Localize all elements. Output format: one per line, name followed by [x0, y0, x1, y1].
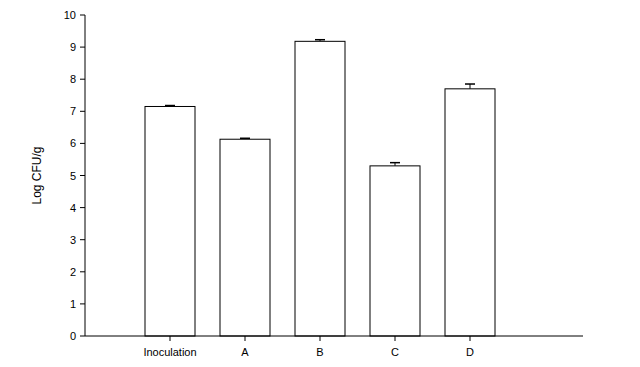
bar	[445, 89, 495, 336]
y-tick-label: 2	[70, 266, 76, 278]
y-tick	[80, 111, 85, 112]
y-tick	[80, 79, 85, 80]
y-tick-label: 5	[70, 170, 76, 182]
y-tick	[80, 175, 85, 176]
y-tick-label: 9	[70, 41, 76, 53]
x-tick-label: C	[391, 346, 399, 358]
error-cap	[465, 83, 475, 85]
x-tick	[320, 336, 321, 341]
x-axis	[85, 336, 583, 337]
y-tick	[80, 271, 85, 272]
bar	[145, 106, 195, 336]
bar	[220, 139, 270, 336]
y-tick	[80, 15, 85, 16]
y-tick-label: 1	[70, 298, 76, 310]
x-tick-label: Inoculation	[143, 346, 196, 358]
y-tick	[80, 47, 85, 48]
y-tick-label: 7	[70, 105, 76, 117]
error-bar	[465, 84, 475, 89]
bar	[370, 166, 420, 336]
y-tick	[80, 143, 85, 144]
x-tick	[470, 336, 471, 341]
error-cap	[315, 39, 325, 41]
x-tick	[395, 336, 396, 341]
x-tick	[245, 336, 246, 341]
y-tick	[80, 336, 85, 337]
x-tick-label: B	[316, 346, 323, 358]
y-axis-label: Log CFU/g	[30, 146, 44, 204]
x-tick-label: A	[241, 346, 249, 358]
y-tick-label: 0	[70, 330, 76, 342]
bar	[295, 41, 345, 336]
y-tick-label: 3	[70, 234, 76, 246]
x-tick-label: D	[466, 346, 474, 358]
x-tick	[170, 336, 171, 341]
y-tick	[80, 239, 85, 240]
y-tick	[80, 207, 85, 208]
error-cap	[390, 162, 400, 164]
y-tick-label: 10	[64, 9, 76, 21]
y-tick	[80, 303, 85, 304]
y-tick-label: 4	[70, 202, 76, 214]
chart: 0 1 2 3 4 5 6 7 8 9 10 Inoculation A B C D Log CFU/g	[0, 0, 640, 367]
y-tick-label: 8	[70, 73, 76, 85]
y-tick-label: 6	[70, 137, 76, 149]
